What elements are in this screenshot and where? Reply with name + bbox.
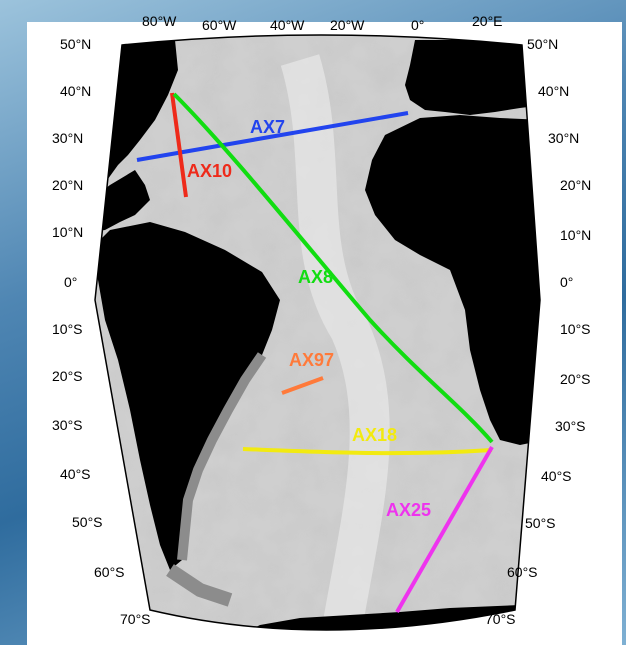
latitude-labels-left: 50°N 40°N 30°N 20°N 10°N 0° 10°S 20°S 30… — [52, 36, 151, 627]
africa — [365, 115, 540, 445]
lon-label-20w: 20°W — [330, 17, 365, 33]
latitude-labels-right: 50°N 40°N 30°N 20°N 10°N 0° 10°S 20°S 30… — [485, 36, 591, 627]
lat-left-50s: 50°S — [72, 514, 103, 530]
lat-left-20s: 20°S — [52, 368, 83, 384]
track-ax7 — [136, 111, 409, 162]
lat-left-0: 0° — [64, 274, 77, 290]
lon-label-0: 0° — [411, 17, 424, 33]
track-labels: AX7 AX10 AX8 AX97 AX18 AX25 — [187, 117, 431, 520]
longitude-labels: 80°W 60°W 40°W 20°W 0° 20°E — [142, 13, 503, 33]
lat-right-10s: 10°S — [560, 321, 591, 337]
label-ax7: AX7 — [250, 117, 285, 137]
lat-left-10s: 10°S — [52, 321, 83, 337]
lat-left-30n: 30°N — [52, 130, 83, 146]
shelf-south — [166, 564, 233, 607]
lat-right-40n: 40°N — [538, 83, 569, 99]
label-ax10: AX10 — [187, 161, 232, 181]
lat-right-50s: 50°S — [525, 515, 556, 531]
lat-right-0: 0° — [560, 274, 573, 290]
lat-right-40s: 40°S — [541, 468, 572, 484]
lat-right-30n: 30°N — [548, 130, 579, 146]
lon-label-60w: 60°W — [202, 17, 237, 33]
lat-left-60s: 60°S — [94, 564, 125, 580]
label-ax25: AX25 — [386, 500, 431, 520]
lat-right-20s: 20°S — [560, 371, 591, 387]
track-ax18 — [242, 447, 493, 456]
lat-right-10n: 10°N — [560, 227, 591, 243]
lat-right-30s: 30°S — [555, 418, 586, 434]
lon-label-40w: 40°W — [270, 17, 305, 33]
lat-left-40s: 40°S — [60, 466, 91, 482]
lat-right-20n: 20°N — [560, 177, 591, 193]
antarctica — [220, 605, 540, 630]
lat-right-70s: 70°S — [485, 611, 516, 627]
label-ax18: AX18 — [352, 425, 397, 445]
tracks — [136, 92, 494, 613]
lat-right-60s: 60°S — [507, 564, 538, 580]
label-ax97: AX97 — [289, 350, 334, 370]
lat-left-50n: 50°N — [60, 36, 91, 52]
south-america — [95, 222, 280, 570]
land — [95, 40, 540, 630]
lat-left-20n: 20°N — [52, 177, 83, 193]
mid-ocean-ridge — [280, 54, 390, 630]
map-border — [94, 34, 541, 631]
track-ax25 — [395, 446, 494, 613]
map-body — [95, 35, 540, 630]
lat-left-40n: 40°N — [60, 83, 91, 99]
europe — [405, 40, 540, 115]
track-ax10 — [170, 92, 188, 198]
lat-left-10n: 10°N — [52, 224, 83, 240]
track-ax97 — [281, 376, 324, 395]
lat-left-70s: 70°S — [120, 611, 151, 627]
lat-left-30s: 30°S — [52, 417, 83, 433]
central-america — [95, 170, 150, 232]
lon-label-20e: 20°E — [472, 13, 503, 29]
shelf — [177, 352, 267, 561]
lat-right-50n: 50°N — [527, 36, 558, 52]
track-ax8 — [172, 92, 494, 444]
label-ax8: AX8 — [298, 267, 333, 287]
lon-label-80w: 80°W — [142, 13, 177, 29]
